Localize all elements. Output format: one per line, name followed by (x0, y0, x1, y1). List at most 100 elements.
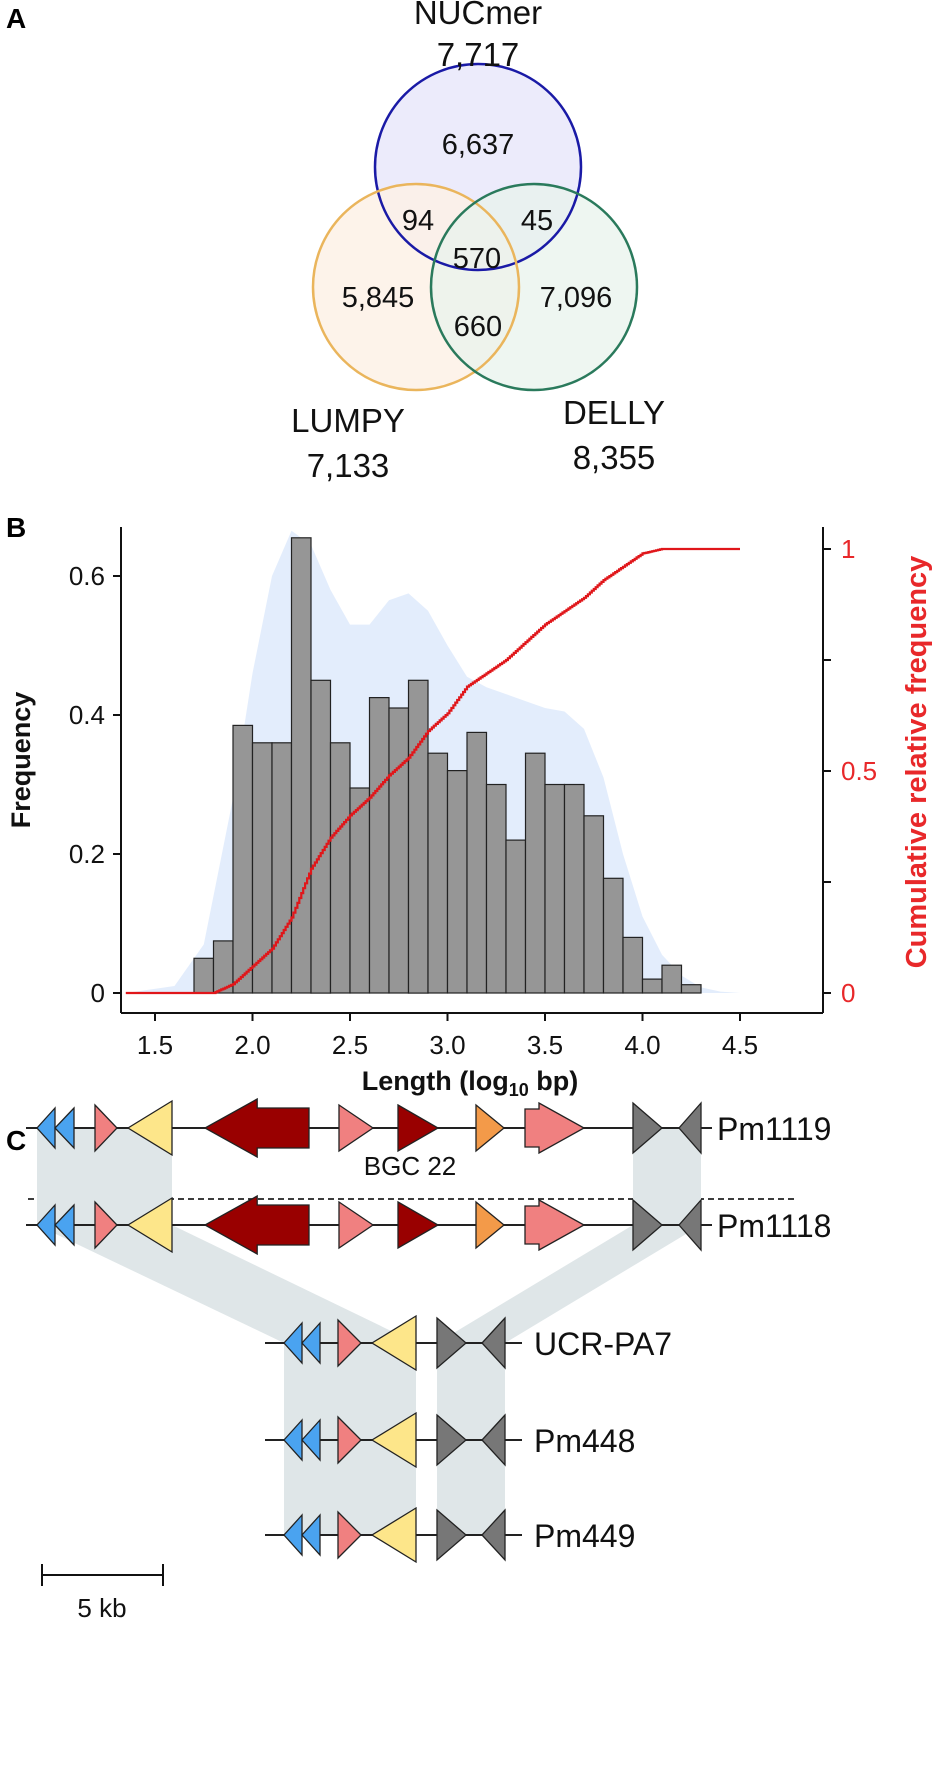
histogram-bar (251, 742, 273, 994)
gene-arrow (678, 1101, 702, 1155)
track-label: UCR-PA7 (534, 1326, 672, 1362)
x-tick-label: 2.0 (234, 1030, 270, 1060)
histogram-bar (524, 752, 546, 994)
y-tick-label: 0.6 (69, 561, 105, 591)
track-label: Pm448 (534, 1423, 635, 1459)
venn-nucmer-name: NUCmer (414, 0, 542, 31)
x-axis-title-sub: 10 (509, 1080, 529, 1100)
gene-arrow (94, 1103, 118, 1153)
x-tick-label: 4.0 (624, 1030, 660, 1060)
venn-delly-fill (431, 184, 637, 390)
x-axis-title-suffix: bp) (529, 1066, 578, 1096)
histogram-bar (485, 783, 507, 994)
x-tick-label: 3.0 (429, 1030, 465, 1060)
venn-nucmer-delly: 45 (521, 205, 553, 237)
synteny-band (37, 1225, 416, 1343)
histogram-bar (563, 783, 585, 994)
histogram-bar (602, 877, 624, 994)
venn-lumpy-total: 7,133 (307, 447, 390, 484)
x-ticks: 1.5 2.0 2.5 3.0 3.5 4.0 4.5 (137, 1013, 758, 1060)
y-tick-label: 0.2 (69, 839, 105, 869)
histogram-bar (329, 742, 351, 994)
gene-arrow (126, 1099, 173, 1157)
x-tick-label: 4.5 (722, 1030, 758, 1060)
y-tick-label: 0.4 (69, 700, 105, 730)
synteny-band (37, 1128, 172, 1225)
histogram-bar (446, 769, 468, 994)
gene-arrow (370, 1506, 417, 1564)
panel-c: C BGC 22 Pm1119 Pm1118 UCR-PA7 Pm448 Pm449 5… (6, 1097, 831, 1623)
cluster-label: BGC 22 (364, 1151, 457, 1181)
gene-arrow (126, 1196, 173, 1254)
x-tick-label: 3.5 (527, 1030, 563, 1060)
venn-nucmer-circle (373, 62, 583, 272)
venn-delly-circle (429, 182, 639, 392)
scale-bar: 5 kb (41, 1564, 164, 1623)
gene-arrow (338, 1103, 375, 1153)
gene-arrow (397, 1103, 440, 1153)
gene-arrow (337, 1415, 362, 1465)
track-label: Pm1119 (717, 1111, 831, 1147)
y-tick-label: 0 (91, 978, 105, 1008)
gene-arrow (436, 1316, 467, 1370)
gene-arrow (481, 1508, 506, 1562)
venn-lumpy-circle (311, 182, 521, 392)
histogram-bar (271, 742, 293, 994)
histogram-bar (193, 957, 215, 994)
cumulative-line (125, 547, 740, 995)
synteny-band (437, 1225, 701, 1343)
x-axis-title: Length (log10 bp) (362, 1066, 578, 1100)
gene-arrow (475, 1200, 506, 1250)
histogram-bar (466, 731, 488, 994)
gene-arrow (338, 1200, 375, 1250)
gene-arrow (436, 1508, 467, 1562)
histogram-bar (622, 936, 644, 994)
gene-arrow (337, 1510, 362, 1560)
gene-tracks: Pm1119 Pm1118 UCR-PA7 Pm448 Pm449 (26, 1097, 831, 1564)
histogram-bar (544, 783, 566, 994)
track-label: Pm1118 (717, 1208, 831, 1244)
gene-arrow (337, 1318, 362, 1368)
histogram-bar (310, 679, 332, 994)
gene-arrow (436, 1413, 467, 1467)
gene-arrow (301, 1321, 321, 1365)
gene-track: Pm1119 (26, 1097, 831, 1159)
gene-track: Pm1118 (26, 1194, 831, 1256)
venn-nucmer-lumpy: 94 (402, 205, 434, 237)
histogram-bar (661, 964, 683, 994)
gene-arrow (524, 1101, 586, 1155)
venn-nucmer-total: 7,717 (437, 36, 520, 73)
y-right-tick-label: 0 (841, 978, 855, 1008)
y-axis-title-right: Cumulative relative frequency (901, 556, 933, 969)
gene-track: Pm449 (265, 1506, 635, 1564)
gene-arrow (301, 1418, 321, 1462)
panel-a: A NUCmer 7,717 LUMPY 7,133 DELLY 8,355 6… (6, 0, 665, 484)
y-right-tick-label: 1 (841, 534, 855, 564)
venn-all-three: 570 (453, 243, 501, 275)
synteny-band (633, 1128, 701, 1225)
gene-arrow (632, 1198, 663, 1252)
gene-track: UCR-PA7 (265, 1314, 672, 1372)
y-axis-title: Frequency (6, 692, 36, 829)
gene-arrow (481, 1316, 506, 1370)
venn-nucmer-only: 6,637 (442, 129, 515, 161)
gene-arrow (481, 1413, 506, 1467)
panel-c-label: C (6, 1125, 26, 1156)
venn-lumpy-delly: 660 (454, 311, 502, 343)
histogram-bar (505, 839, 527, 994)
y-ticks-right: 00.51 (823, 534, 877, 1008)
panel-b: B 1.5 2.0 2.5 3.0 3.5 4.0 4.5 00.20.40.6 00.51… (6, 512, 933, 1100)
gene-arrow (203, 1097, 310, 1159)
y-ticks-left: 0 0.2 0.4 0.6 (69, 561, 121, 1008)
venn-lumpy-only: 5,845 (342, 282, 415, 314)
histogram-bars (193, 537, 702, 994)
gene-arrow (54, 1203, 75, 1247)
histogram-bar (232, 724, 254, 994)
synteny-links (37, 1128, 701, 1535)
track-label: Pm449 (534, 1518, 635, 1554)
panel-a-label: A (6, 3, 26, 34)
gene-arrow (678, 1198, 702, 1252)
gene-arrow (94, 1200, 118, 1250)
histogram-bar (641, 978, 663, 994)
venn-delly-total: 8,355 (573, 439, 656, 476)
